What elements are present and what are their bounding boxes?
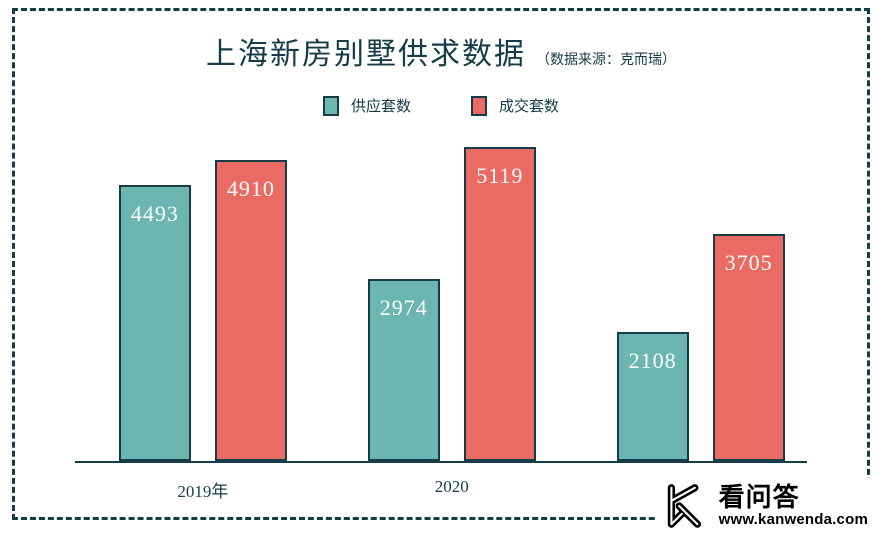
- bar: 2108: [617, 332, 689, 461]
- bar-value-label: 4910: [217, 176, 285, 202]
- bar: 3705: [713, 234, 785, 461]
- watermark-logo-icon: [661, 480, 713, 532]
- bar-value-label: 5119: [466, 163, 534, 189]
- watermark-text: 看问答 www.kanwenda.com: [719, 484, 868, 527]
- bar-value-label: 2108: [619, 348, 687, 374]
- legend-swatch-supply: [323, 96, 339, 116]
- bar: 2974: [368, 279, 440, 461]
- legend-item-deal: 成交套数: [471, 95, 559, 116]
- watermark-title: 看问答: [719, 484, 868, 511]
- legend-swatch-deal: [471, 96, 487, 116]
- bar: 5119: [464, 147, 536, 461]
- watermark-url: www.kanwenda.com: [719, 512, 868, 528]
- legend-label-supply: 供应套数: [351, 99, 411, 115]
- x-axis-label: 2019年: [119, 477, 287, 502]
- legend-label-deal: 成交套数: [499, 99, 559, 115]
- bar: 4493: [119, 185, 191, 461]
- chart-title: 上海新房别墅供求数据: [206, 38, 526, 71]
- title-block: 上海新房别墅供求数据 （数据来源：克而瑞）: [15, 29, 867, 73]
- bar-value-label: 2974: [370, 295, 438, 321]
- watermark-overlay: 看问答 www.kanwenda.com: [655, 478, 874, 534]
- legend: 供应套数 成交套数: [15, 95, 867, 116]
- bar-value-label: 4493: [121, 201, 189, 227]
- dashed-frame: 上海新房别墅供求数据 （数据来源：克而瑞） 供应套数 成交套数 4493 4910…: [12, 8, 870, 520]
- plot-area: 449349102019年297451192020210837052021: [75, 136, 807, 463]
- bar: 4910: [215, 160, 287, 461]
- chart-subtitle: （数据来源：克而瑞）: [536, 53, 676, 68]
- bar-value-label: 3705: [715, 250, 783, 276]
- x-axis-label: 2020: [368, 477, 536, 497]
- legend-item-supply: 供应套数: [323, 95, 411, 116]
